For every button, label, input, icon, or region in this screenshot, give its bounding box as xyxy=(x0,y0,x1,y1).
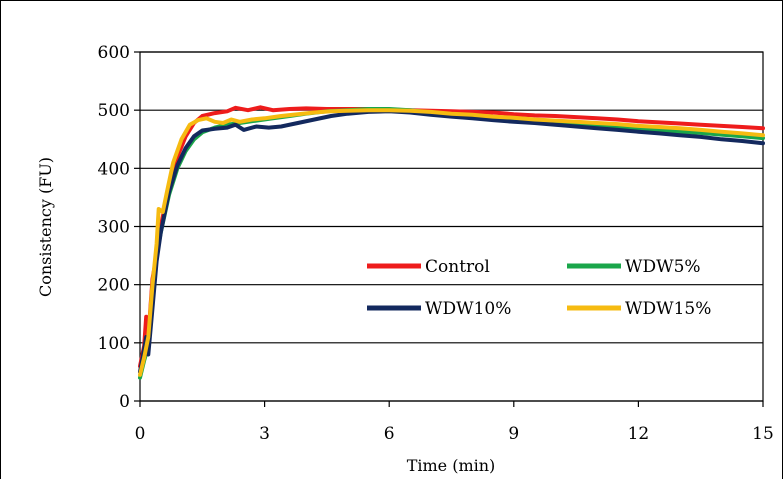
x-tick-label: 12 xyxy=(628,424,650,444)
x-tick-label: 3 xyxy=(259,424,270,444)
y-axis-label: Consistency (FU) xyxy=(36,157,55,297)
y-tick-label: 400 xyxy=(98,159,130,179)
x-tick-label: 9 xyxy=(508,424,519,444)
axes: 0 100 200 300 400 500 600 0 3 6 9 12 15 xyxy=(98,43,774,444)
series-line-control xyxy=(138,105,765,369)
gridlines xyxy=(140,51,763,402)
x-axis-label: Time (min) xyxy=(407,456,496,475)
y-tick-label: 200 xyxy=(98,276,130,296)
legend-label-wdw10: WDW10% xyxy=(425,299,511,319)
y-tick-label: 300 xyxy=(98,218,130,238)
legend: Control WDW5% WDW10% WDW15% xyxy=(367,257,711,319)
y-tick-label: 0 xyxy=(119,392,130,412)
series-line-wdw15 xyxy=(138,108,765,377)
y-tick-label: 600 xyxy=(98,43,130,63)
x-tick-label: 15 xyxy=(752,424,774,444)
series-lines xyxy=(138,105,765,380)
legend-label-wdw5: WDW5% xyxy=(625,257,701,277)
series-line-wdw10 xyxy=(138,109,765,374)
y-tick-label: 500 xyxy=(98,101,130,121)
legend-label-control: Control xyxy=(425,257,490,277)
series-line-wdw5 xyxy=(138,107,765,380)
x-tick-label: 6 xyxy=(384,424,395,444)
legend-label-wdw15: WDW15% xyxy=(625,299,711,319)
x-tick-label: 0 xyxy=(135,424,146,444)
plot-area-border xyxy=(139,51,764,402)
y-tick-label: 100 xyxy=(98,334,130,354)
